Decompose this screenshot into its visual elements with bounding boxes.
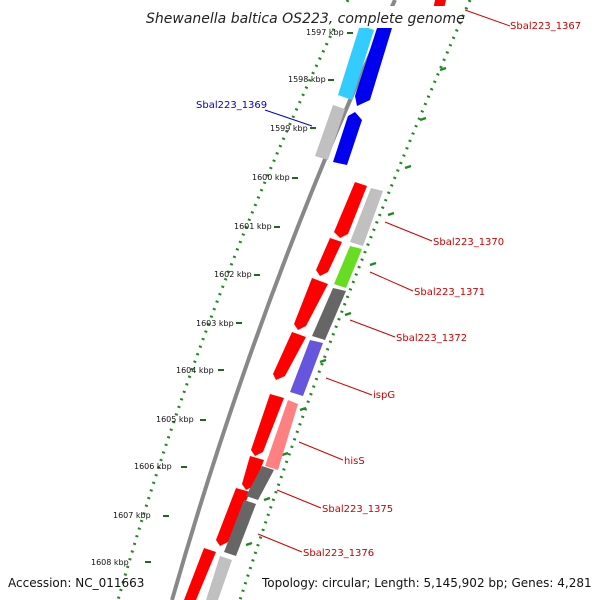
callout-lines <box>257 9 511 553</box>
gene-feature[interactable] <box>312 288 346 340</box>
gene-feature[interactable] <box>184 548 216 600</box>
inner-tick-marks <box>245 66 447 547</box>
gene-feature[interactable] <box>334 246 362 288</box>
tick-label: 1601 kbp <box>234 222 272 231</box>
tick-label: 1608 kbp <box>91 558 129 567</box>
genes-lane-b[interactable] <box>206 25 392 600</box>
gene-feature[interactable] <box>333 112 362 165</box>
gene-feature[interactable] <box>355 25 392 106</box>
gene-labels: Sbal223_1367 Sbal223_1369 Sbal223_1370 S… <box>196 21 581 559</box>
gene-feature[interactable] <box>206 556 232 600</box>
tick-marks <box>145 32 353 563</box>
gene-label[interactable]: hisS <box>344 456 365 467</box>
gc-content-inner-dots <box>238 0 472 600</box>
gene-label[interactable]: Sbal223_1375 <box>322 504 393 515</box>
gene-label[interactable]: Sbal223_1376 <box>303 548 374 559</box>
gene-label[interactable]: Sbal223_1371 <box>414 287 485 298</box>
tick-label: 1605 kbp <box>156 415 194 424</box>
tick-label: 1607 kbp <box>113 511 151 520</box>
gene-feature[interactable] <box>273 332 306 380</box>
gene-feature[interactable] <box>216 488 250 546</box>
gene-label[interactable]: Sbal223_1372 <box>396 333 467 344</box>
gene-feature[interactable] <box>246 466 274 500</box>
genes-lane-a[interactable] <box>184 25 374 600</box>
gene-label[interactable]: Sbal223_1367 <box>510 21 581 32</box>
gene-feature[interactable] <box>294 278 328 330</box>
tick-label: 1599 kbp <box>270 124 308 133</box>
gene-feature[interactable] <box>224 500 256 556</box>
accession-text: Accession: NC_011663 <box>8 576 144 590</box>
tick-label: 1604 kbp <box>176 366 214 375</box>
map-title: Shewanella baltica OS223, complete genom… <box>146 11 465 27</box>
tick-label: 1597 kbp <box>306 28 344 37</box>
tick-label: 1603 kbp <box>196 319 234 328</box>
gene-feature[interactable] <box>242 456 264 490</box>
gene-feature[interactable] <box>338 25 374 100</box>
gene-label[interactable]: Sbal223_1369 <box>196 100 267 111</box>
tick-label: 1598 kbp <box>288 75 326 84</box>
tick-labels: 1597 kbp 1598 kbp 1599 kbp 1600 kbp 1601… <box>91 28 344 567</box>
tick-label: 1606 kbp <box>134 462 172 471</box>
title-backdrop <box>140 6 458 28</box>
tick-label: 1602 kbp <box>214 270 252 279</box>
tick-label: 1600 kbp <box>252 173 290 182</box>
gc-content-outer-dots <box>116 0 350 600</box>
gene-feature[interactable] <box>350 188 383 246</box>
topology-summary: Topology: circular; Length: 5,145,902 bp… <box>261 576 592 590</box>
gene-feature[interactable] <box>265 400 298 470</box>
gene-feature[interactable] <box>290 340 323 396</box>
gene-label[interactable]: ispG <box>373 390 395 401</box>
gene-feature[interactable] <box>315 105 345 160</box>
gene-feature[interactable] <box>316 238 342 276</box>
backbone-outer <box>170 0 397 600</box>
gene-feature[interactable] <box>334 182 367 238</box>
gene-feature[interactable] <box>251 394 284 456</box>
gene-label[interactable]: Sbal223_1370 <box>433 237 504 248</box>
